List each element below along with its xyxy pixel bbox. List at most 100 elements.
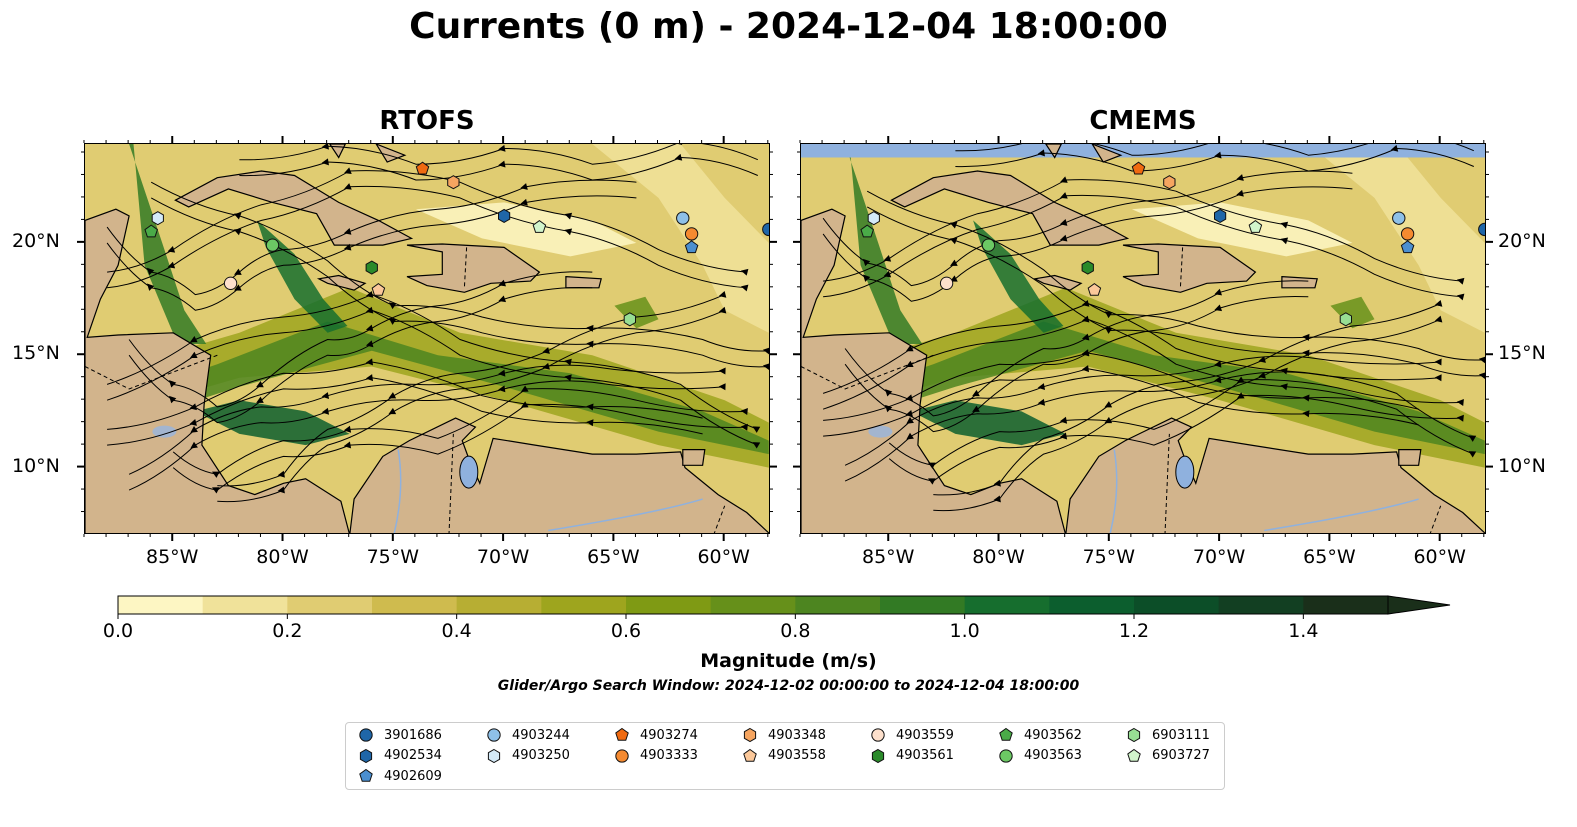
pentagon-marker (1127, 748, 1141, 762)
cmems-map (800, 143, 1486, 534)
circle-marker-icon (359, 728, 373, 742)
lon-tick-label: 70°W (476, 546, 530, 568)
float-marker-6903111 (1339, 312, 1352, 327)
colorbar: 0.0 0.2 0.4 0.6 0.8 1.0 1.2 1.4 (103, 595, 1451, 642)
lon-tick-label: 80°W (972, 546, 1025, 568)
pentagon-marker-icon (743, 748, 757, 762)
float-marker-4903244 (1392, 211, 1406, 225)
legend-item-4903558: 4903558 (742, 747, 826, 765)
circle-marker (487, 728, 501, 742)
float-marker-4903559 (939, 276, 954, 290)
float-marker-4903250 (867, 211, 880, 226)
legend-label: 4903563 (1024, 748, 1082, 763)
rtofs-panel-title: RTOFS (379, 106, 475, 136)
circle-marker (871, 728, 885, 742)
float-marker-6903727 (1248, 219, 1263, 233)
lon-tick-label: 75°W (366, 546, 420, 568)
legend-label: 4903561 (896, 748, 954, 763)
float-marker-4903561 (365, 260, 378, 275)
float-marker-4903561 (1081, 260, 1094, 275)
float-marker-4903333 (684, 227, 699, 241)
float-marker-4903348 (1163, 175, 1176, 190)
circle-marker-icon (615, 748, 629, 763)
hexagon-marker-icon (1127, 727, 1141, 743)
lat-tick-label: 20°N (1498, 229, 1546, 252)
legend-label: 4903274 (640, 727, 698, 743)
circle-marker (999, 748, 1013, 763)
legend-label: 3901686 (384, 727, 442, 743)
float-marker-4903274 (1131, 161, 1146, 175)
float-marker-4902534 (1214, 208, 1227, 223)
legend-item-4903244: 4903244 (486, 726, 570, 744)
float-marker-3901686 (762, 222, 769, 237)
lon-tick-label: 80°W (256, 546, 309, 568)
pentagon-marker (743, 748, 757, 762)
colorbar-label: Magnitude (m/s) (700, 650, 877, 672)
legend-label: 4903559 (896, 727, 954, 743)
legend-item-4903250: 4903250 (486, 747, 570, 765)
cmems-panel-title: CMEMS (1089, 106, 1197, 136)
float-marker-4903333 (1400, 227, 1415, 241)
hexagon-marker-icon (743, 727, 757, 743)
float-marker-3901686 (1478, 222, 1485, 237)
hexagon-marker-icon (487, 748, 501, 763)
colorbar-tick-label: 0.8 (780, 620, 810, 642)
legend-label: 6903727 (1152, 748, 1210, 763)
pentagon-marker (359, 768, 373, 782)
float-marker-4903563 (981, 238, 996, 252)
float-marker-4903562 (144, 224, 158, 238)
legend-item-4903274: 4903274 (614, 726, 698, 744)
float-marker-4903563 (265, 238, 280, 252)
float-marker-4902609 (1400, 240, 1415, 254)
pentagon-marker (615, 727, 629, 741)
float-marker-4903559 (223, 276, 238, 290)
colorbar-tick-label: 0.2 (272, 620, 302, 642)
lat-tick-label: 20°N (12, 229, 60, 252)
float-marker-6903727 (532, 219, 547, 233)
lat-tick-label: 15°N (12, 342, 60, 365)
legend-item-3901686: 3901686 (358, 726, 442, 744)
pentagon-marker-icon (615, 727, 629, 741)
lon-tick-label: 75°W (1082, 546, 1136, 568)
legend-item-4903563: 4903563 (998, 747, 1082, 765)
circle-marker (615, 748, 629, 763)
colorbar-tick-label: 0.4 (442, 620, 472, 642)
lon-tick-label: 85°W (861, 546, 915, 568)
legend-item-4902534: 4902534 (358, 747, 442, 765)
lon-tick-label: 65°W (1303, 546, 1356, 568)
lon-tick-label: 70°W (1192, 546, 1246, 568)
pentagon-marker-icon (1127, 748, 1141, 762)
legend-item-4903333: 4903333 (614, 747, 698, 765)
lon-tick-label: 65°W (587, 546, 640, 568)
circle-marker-icon (487, 728, 501, 742)
float-legend: 3901686 4902534 4902609 4903244 4903250 49032… (345, 722, 1225, 790)
legend-item-4903559: 4903559 (870, 726, 954, 744)
legend-label: 4903333 (640, 748, 698, 763)
float-marker-6903111 (623, 312, 636, 327)
legend-item-6903727: 6903727 (1126, 747, 1210, 765)
lat-tick-label: 10°N (1498, 454, 1546, 477)
pentagon-marker (999, 727, 1013, 741)
legend-item-6903111: 6903111 (1126, 726, 1210, 744)
hexagon-marker (743, 727, 757, 743)
legend-label: 6903111 (1152, 727, 1210, 743)
colorbar-tick-label: 1.2 (1119, 620, 1149, 642)
lon-tick-label: 60°W (697, 546, 750, 568)
rtofs-map (84, 143, 770, 534)
legend-label: 4902609 (384, 768, 442, 784)
hexagon-marker (1127, 727, 1141, 743)
circle-marker-icon (871, 728, 885, 742)
search-window-subtitle: Glider/Argo Search Window: 2024-12-02 00… (497, 678, 1080, 694)
legend-label: 4903244 (512, 727, 570, 743)
float-marker-4902609 (684, 240, 699, 254)
lon-tick-label: 60°W (1413, 546, 1466, 568)
lon-tick-label: 85°W (145, 546, 199, 568)
lat-tick-label: 15°N (1498, 342, 1546, 365)
hexagon-marker (487, 748, 501, 763)
colorbar-tick-label: 1.4 (1288, 620, 1318, 642)
float-marker-4903558 (1087, 282, 1102, 296)
lat-tick-label: 10°N (12, 454, 60, 477)
legend-item-4902609: 4902609 (358, 767, 442, 785)
float-marker-4903244 (676, 211, 690, 225)
hexagon-marker-icon (871, 748, 885, 763)
